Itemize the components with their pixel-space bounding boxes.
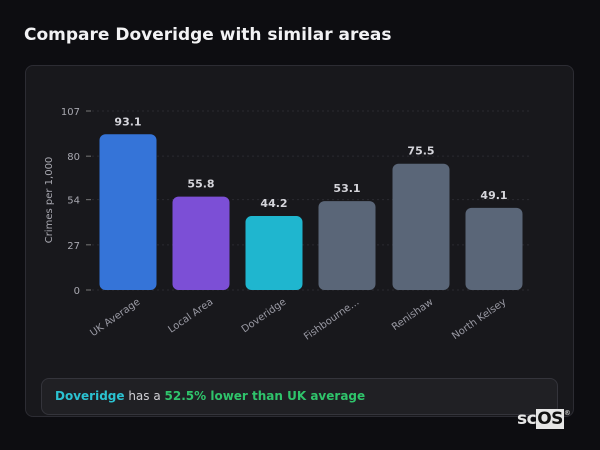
bar [245,216,303,290]
data-label: 53.1 [333,182,360,195]
comparison-highlight: 52.5% lower than UK average [164,389,366,403]
y-tick-label: 0 [74,286,80,297]
bar [465,207,523,290]
x-tick-label: UK Average [88,297,142,339]
scos-logo: scOS® [517,409,571,429]
bar [172,196,230,290]
summary-text: has a [124,389,165,403]
y-tick-label: 80 [67,152,80,163]
summary-banner: Doveridge has a 52.5% lower than UK aver… [41,378,558,415]
x-tick-label: Renishaw [390,297,435,333]
x-tick-label: Local Area [166,297,215,336]
y-tick-label: 54 [67,196,80,207]
y-tick-label: 27 [67,241,80,252]
bar [318,201,376,290]
data-label: 93.1 [114,115,141,128]
x-tick-label: Fishbourne… [302,297,361,343]
data-label: 75.5 [407,145,434,158]
data-label: 49.1 [480,189,507,202]
x-tick-label: North Kelsey [450,297,508,342]
x-tick-label: Doveridge [240,297,289,336]
area-name: Doveridge [55,389,125,403]
data-label: 44.2 [260,197,287,210]
bar [392,163,450,290]
data-label: 55.8 [187,178,214,191]
bar [99,134,157,290]
y-axis-label: Crimes per 1,000 [44,157,55,244]
y-tick-label: 107 [61,107,80,118]
page-title: Compare Doveridge with similar areas [24,25,392,45]
